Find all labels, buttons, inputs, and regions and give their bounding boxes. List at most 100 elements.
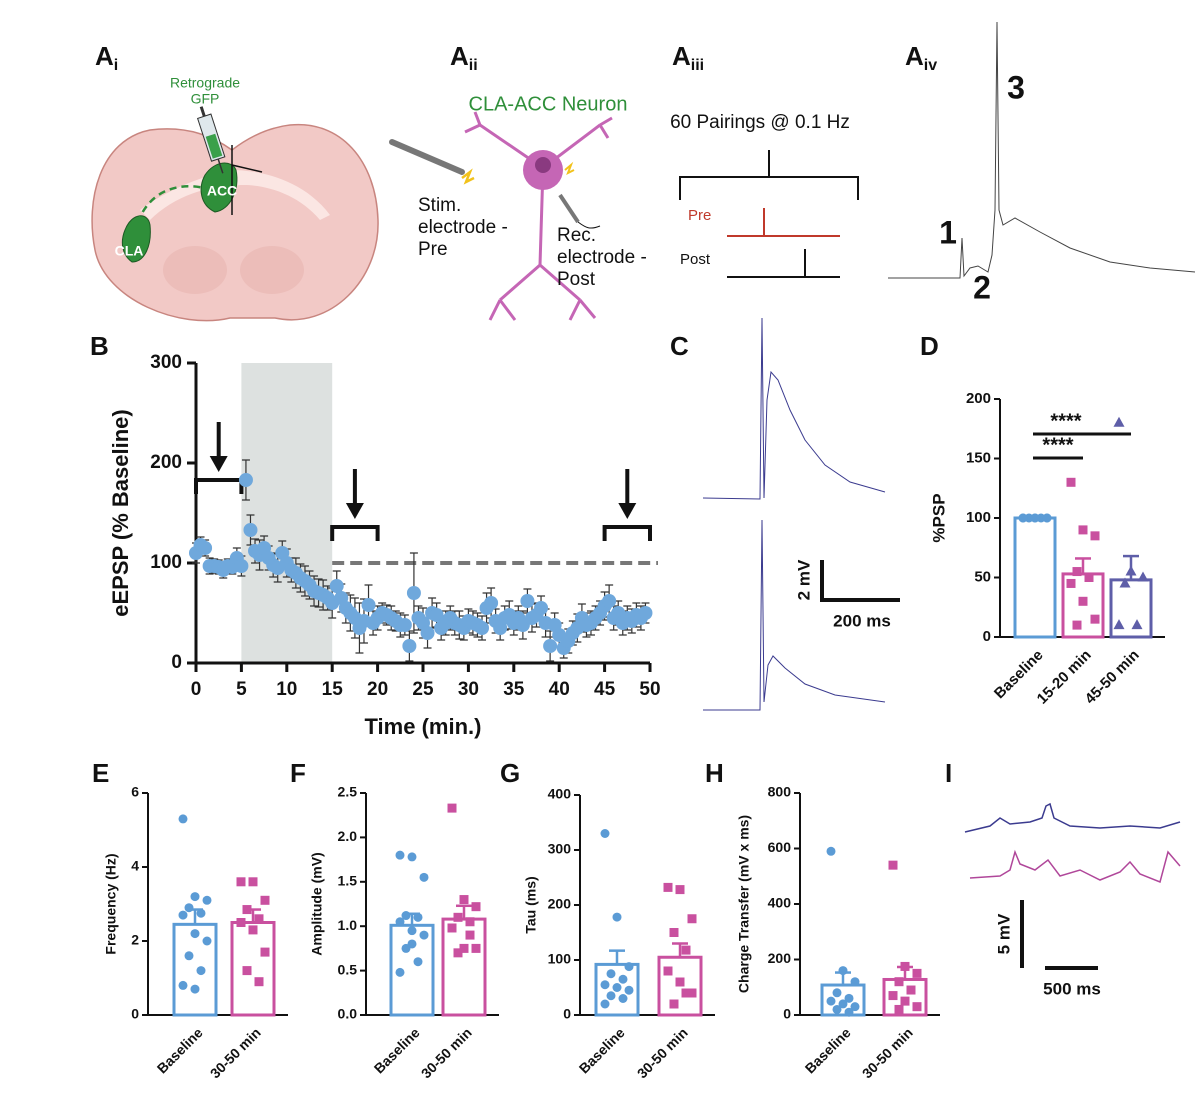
panel-label: H: [705, 758, 724, 788]
y-tick-label: 0.5: [338, 961, 358, 977]
data-point: [543, 639, 558, 653]
x-tick-label: 25: [412, 679, 434, 700]
plunger: [199, 106, 206, 117]
y-tick-label: 200: [768, 950, 792, 966]
data-point: [429, 608, 444, 622]
y-tick-label: 6: [131, 784, 139, 800]
data-point: [894, 977, 904, 987]
data-point: [1125, 565, 1137, 576]
data-point: [600, 999, 610, 1009]
panel-letter: G: [500, 758, 520, 788]
syringe-fluid: [205, 133, 223, 159]
panel-letter: H: [705, 758, 724, 788]
y-tick-label: 0: [783, 1006, 791, 1022]
data-point: [606, 969, 616, 979]
data-point: [663, 966, 673, 976]
data-point: [407, 852, 417, 862]
data-point: [413, 912, 423, 922]
data-point: [202, 895, 212, 905]
x-tick-label: 20: [367, 679, 388, 700]
data-point: [236, 918, 246, 927]
label: Post: [557, 269, 596, 290]
data-point: [1090, 614, 1100, 624]
scale-label: 5 mV: [994, 913, 1013, 954]
y-axis-label: eEPSP (% Baseline): [108, 409, 133, 616]
panel-letter: B: [90, 331, 109, 361]
arrow-head: [209, 456, 228, 472]
panel-subscript: ii: [469, 57, 478, 74]
y-tick-label: 2.5: [338, 784, 358, 800]
epsp-trace-before: [702, 317, 886, 500]
data-point: [612, 912, 622, 922]
data-point: [912, 968, 922, 978]
data-point: [329, 579, 344, 593]
panel-letter: C: [670, 331, 689, 361]
y-tick-label: 100: [548, 951, 572, 967]
bar: [230, 921, 276, 1017]
data-point: [361, 598, 376, 612]
y-tick-label: 300: [548, 841, 572, 857]
y-tick-label: 0: [131, 1006, 139, 1022]
data-point: [395, 967, 405, 977]
data-point: [1113, 416, 1125, 427]
rec-wire: [577, 221, 601, 229]
data-point: [838, 966, 848, 976]
panel-letter: D: [920, 331, 939, 361]
x-tick-label: 50: [639, 679, 660, 700]
label: 3: [1007, 69, 1025, 105]
data-point: [675, 885, 685, 895]
data-point: [826, 846, 836, 856]
data-point: [850, 977, 860, 987]
data-point: [465, 917, 475, 927]
y-tick-label: 200: [966, 390, 991, 407]
data-point: [413, 957, 423, 967]
data-point: [681, 988, 691, 998]
y-tick-label: 200: [150, 452, 182, 473]
label: electrode -: [557, 247, 647, 268]
data-point: [402, 639, 417, 653]
spont-trace-after: [969, 849, 1181, 884]
data-point: [832, 988, 842, 998]
x-tick-label: 35: [503, 679, 525, 700]
rec-electrode: [558, 193, 580, 224]
data-point: [1131, 619, 1143, 630]
data-point: [178, 910, 188, 920]
data-point: [624, 985, 634, 995]
data-point: [888, 991, 898, 1001]
post-pulse: [727, 249, 840, 278]
data-point: [618, 994, 628, 1003]
data-point: [484, 596, 499, 610]
label: ACC: [207, 183, 237, 199]
panel-label: Aii: [450, 41, 478, 74]
data-point: [894, 1004, 904, 1014]
data-point: [471, 943, 481, 953]
data-point: [407, 926, 417, 936]
bracket: [602, 525, 652, 541]
data-point: [419, 930, 429, 940]
panel-subscript: iii: [691, 57, 704, 74]
data-point: [1113, 619, 1125, 630]
syringe: [196, 106, 226, 174]
scale-label: 200 ms: [833, 611, 891, 630]
data-point: [453, 948, 463, 958]
data-point: [888, 860, 898, 870]
y-tick-label: 0: [983, 628, 991, 645]
panel-subscript: iv: [924, 57, 937, 74]
x-tick-label: 45: [594, 679, 616, 700]
panel-letter: A: [905, 41, 924, 71]
label: 1: [939, 214, 957, 250]
scale-bar: [820, 560, 900, 602]
y-tick-label: 200: [548, 896, 572, 912]
panel-label: Ai: [95, 41, 118, 74]
significance-label: ****: [1050, 410, 1081, 432]
data-point: [190, 929, 200, 939]
data-point: [900, 961, 910, 971]
cla-region: [121, 215, 151, 263]
scale-bar: [1020, 900, 1098, 970]
data-point: [1066, 578, 1076, 588]
stim-electrode: [389, 139, 465, 175]
label: Retrograde: [170, 75, 240, 91]
data-point: [1078, 525, 1088, 535]
data-point: [1090, 531, 1100, 541]
neuron-dendrites: [464, 111, 613, 321]
